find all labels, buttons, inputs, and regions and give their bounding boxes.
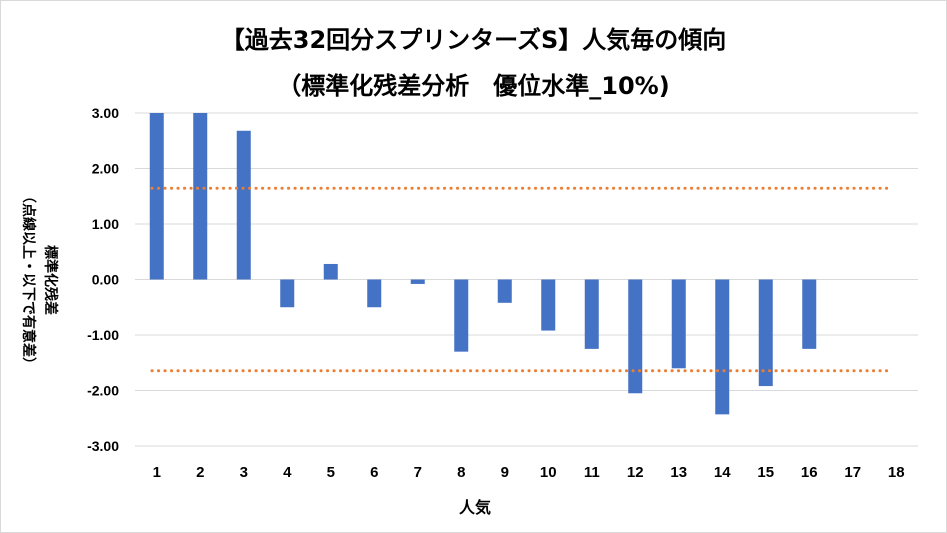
x-tick-label: 18 (888, 464, 905, 481)
bar (715, 279, 730, 415)
bar (802, 279, 817, 349)
bar (584, 279, 599, 349)
bar (541, 279, 556, 331)
bar (236, 130, 251, 280)
bar (410, 279, 425, 284)
y-tick-label: 3.00 (92, 105, 119, 121)
x-tick-label: 10 (540, 464, 557, 481)
bar (758, 279, 773, 387)
y-tick-label: 0.00 (92, 272, 119, 288)
bar (149, 113, 164, 280)
bar (628, 279, 643, 394)
x-tick-label: 14 (714, 464, 731, 481)
y-tick-label: 1.00 (92, 216, 119, 232)
x-tick-label: 8 (457, 464, 465, 481)
bar (454, 279, 469, 352)
x-tick-label: 6 (370, 464, 378, 481)
x-tick-label: 12 (627, 464, 644, 481)
y-tick-label: -1.00 (87, 327, 119, 343)
x-tick-label: 16 (801, 464, 818, 481)
bar (323, 263, 338, 280)
y-tick-label: -2.00 (87, 383, 119, 399)
bar (280, 279, 295, 308)
x-tick-label: 15 (757, 464, 774, 481)
bar (367, 279, 382, 308)
x-tick-label: 13 (670, 464, 687, 481)
chart-title: 【過去32回分スプリンターズS】人気毎の傾向 (220, 26, 727, 54)
bar (497, 279, 512, 303)
x-tick-label: 3 (240, 464, 248, 481)
x-tick-label: 17 (844, 464, 861, 481)
y-tick-label: -3.00 (87, 438, 119, 454)
y-tick-label: 2.00 (92, 161, 119, 177)
x-tick-label: 9 (501, 464, 509, 481)
x-tick-label: 1 (153, 464, 161, 481)
bar (193, 113, 208, 280)
x-tick-label: 4 (283, 464, 292, 481)
x-tick-label: 2 (196, 464, 204, 481)
x-tick-label: 7 (414, 464, 422, 481)
chart-subtitle: （標準化残差分析 優位水準_10%) (277, 72, 670, 100)
x-tick-label: 5 (327, 464, 335, 481)
bar (671, 279, 686, 369)
x-axis-label: 人気 (458, 498, 491, 517)
x-tick-label: 11 (584, 464, 600, 481)
